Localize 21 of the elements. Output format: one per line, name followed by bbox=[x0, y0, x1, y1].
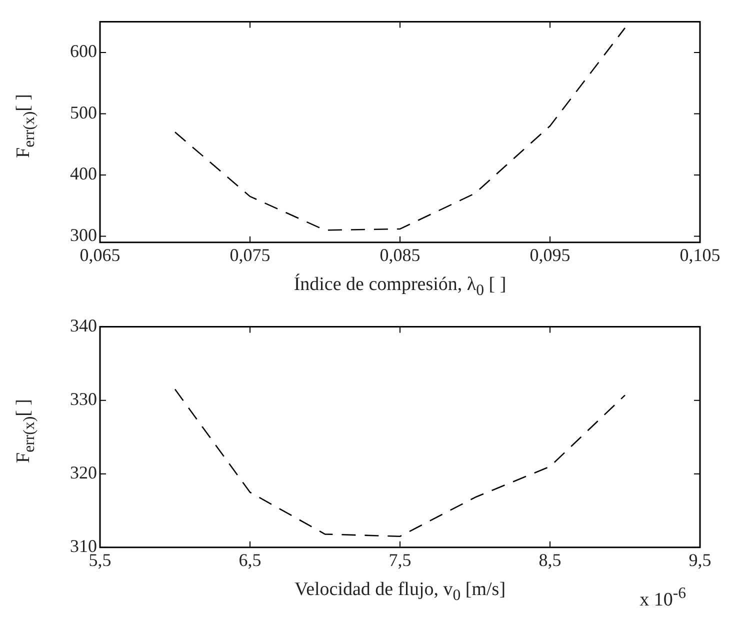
line-series bbox=[174, 27, 626, 231]
y-tick-label: 300 bbox=[70, 225, 97, 246]
x-tick-label: 6,5 bbox=[238, 550, 262, 570]
x-tick-label: 0,085 bbox=[380, 244, 420, 265]
y-tick-label: 320 bbox=[70, 462, 97, 483]
y-tick-label: 340 bbox=[70, 316, 97, 336]
x-tick-label: 0,075 bbox=[230, 244, 270, 265]
x-tick-label: 0,065 bbox=[80, 244, 120, 265]
x-tick-label: 8,5 bbox=[538, 550, 562, 570]
y-tick-label: 400 bbox=[70, 164, 97, 184]
y-tick-label: 600 bbox=[70, 41, 97, 62]
x-tick-label: 0,095 bbox=[530, 244, 570, 265]
x-axis-title: Velocidad de flujo, v$_{0}$ [m/s] bbox=[294, 579, 506, 604]
text: x 10$^{-6}$ bbox=[640, 585, 686, 612]
x-tick-label: 0,105 bbox=[680, 244, 720, 265]
y-tick-label: 500 bbox=[70, 102, 97, 122]
x-tick-label: 9,5 bbox=[688, 550, 712, 570]
line-series bbox=[174, 388, 626, 538]
y-tick-label: 330 bbox=[70, 389, 97, 410]
x-tick-label: 7,5 bbox=[388, 550, 412, 570]
x-axis-title: Índice de compresión, λ$_{0}$ [ ] bbox=[292, 274, 508, 300]
